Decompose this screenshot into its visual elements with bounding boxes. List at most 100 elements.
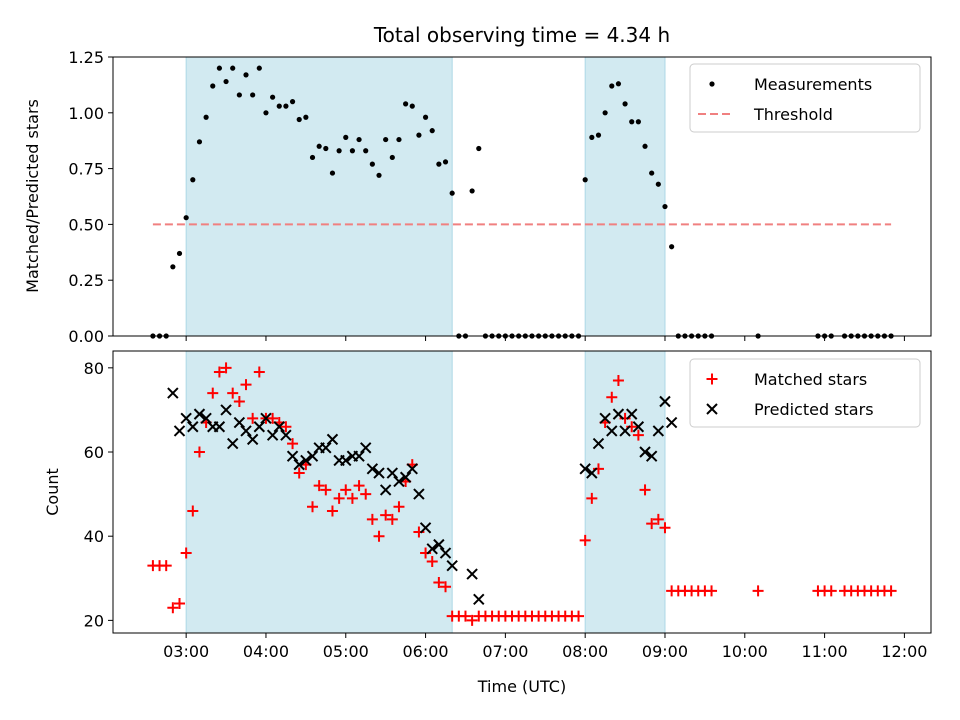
predicted-stars-point <box>187 421 199 433</box>
matched-stars-point <box>360 488 372 500</box>
measurement-point <box>176 250 183 257</box>
measurement-point <box>363 148 369 154</box>
predicted-stars-point <box>260 412 272 425</box>
y-tick-label: 0.50 <box>68 215 104 234</box>
measurement-point <box>289 99 296 105</box>
predicted-stars-point <box>180 412 192 425</box>
measurement-point <box>303 114 309 120</box>
measurement-point <box>669 244 675 250</box>
predicted-stars-point <box>167 387 179 399</box>
measurement-point <box>216 65 223 71</box>
measurement-point <box>662 203 668 210</box>
count-panel: 03:00 04:00 05:00 06:00 07:00 08:00 09:00 10:00… <box>43 350 932 696</box>
predicted-stars-point <box>439 547 452 559</box>
predicted-stars-point <box>645 450 658 462</box>
measurement-point <box>349 148 356 154</box>
y-tick-label: 1.00 <box>68 104 104 123</box>
matched-stars-point <box>180 547 192 559</box>
measurement-point <box>170 264 176 270</box>
matched-stars-point <box>307 501 319 513</box>
matched-stars-point <box>752 585 764 597</box>
count-y-axis-label: Count <box>43 468 62 516</box>
legend-label: Predicted stars <box>754 400 874 419</box>
measurement-point <box>283 103 289 109</box>
matched-stars-point <box>353 480 365 492</box>
predicted-stars-point <box>632 421 645 433</box>
observing-window-1 <box>185 56 453 337</box>
measurement-point <box>276 103 282 109</box>
legend-box <box>689 63 921 133</box>
matched-stars-point <box>632 429 644 441</box>
matched-stars-point <box>326 505 338 517</box>
x-tick-label: 12:00 <box>881 642 927 661</box>
matched-stars-point <box>579 534 591 546</box>
matched-stars-point <box>227 387 239 399</box>
matched-stars-point <box>267 412 279 424</box>
legend-marker-swatch <box>706 403 718 415</box>
measurement-point <box>190 177 196 183</box>
legend-marker-swatch <box>706 373 718 385</box>
predicted-stars-point <box>639 446 651 458</box>
predicted-stars-point <box>353 450 365 462</box>
measurement-point <box>250 92 256 98</box>
y-tick-label: 60 <box>84 443 104 462</box>
legend-marker-swatch <box>709 81 715 87</box>
matched-stars-point <box>586 492 598 504</box>
predicted-stars-point <box>326 433 339 446</box>
measurement-point <box>476 145 482 152</box>
matched-stars-point <box>606 391 618 403</box>
matched-stars-point <box>373 530 385 542</box>
matched-stars-point <box>293 467 305 479</box>
measurement-point <box>442 159 449 165</box>
matched-stars-point <box>612 374 624 386</box>
measurement-point <box>210 83 216 89</box>
ratio-y-axis-label: Matched/Predicted stars <box>23 99 42 293</box>
matched-stars-point <box>885 585 897 597</box>
matched-stars-point <box>340 484 352 496</box>
measurement-point <box>230 65 236 71</box>
y-tick-label: 20 <box>84 611 104 630</box>
measurement-point <box>429 128 435 134</box>
legend-label: Threshold <box>753 105 833 124</box>
measurement-point <box>296 116 302 123</box>
measurement-point <box>243 72 249 78</box>
predicted-stars-point <box>419 522 432 534</box>
predicted-stars-point <box>220 404 232 416</box>
matched-stars-point <box>287 438 299 450</box>
matched-stars-point <box>187 505 199 517</box>
measurement-point <box>383 136 389 143</box>
measurement-point <box>609 83 615 89</box>
legend-label: Matched stars <box>754 370 867 389</box>
predicted-stars-point <box>612 408 625 420</box>
predicted-stars-point <box>360 442 372 454</box>
measurement-point <box>183 215 189 221</box>
matched-stars-point <box>253 366 265 378</box>
measurement-point <box>416 132 422 138</box>
measurement-point <box>396 136 402 143</box>
predicted-stars-point <box>379 484 392 496</box>
measurement-point <box>356 136 362 143</box>
measurement-point <box>602 110 608 116</box>
predicted-stars-point <box>386 467 399 479</box>
legend-label: Measurements <box>754 75 872 94</box>
y-tick-label: 40 <box>84 527 104 546</box>
measurement-point <box>376 172 382 178</box>
measurement-point <box>649 170 655 176</box>
measurement-point <box>595 132 602 138</box>
measurement-point <box>236 92 242 98</box>
matched-stars-point <box>659 522 671 534</box>
measurement-point <box>589 134 595 140</box>
measurement-point <box>622 101 628 107</box>
legend-box <box>689 358 921 428</box>
predicted-stars-point <box>300 454 312 467</box>
x-tick-label: 03:00 <box>163 642 209 661</box>
chart-title: Total observing time = 4.34 h <box>373 23 670 47</box>
predicted-stars-point <box>592 437 605 450</box>
matched-stars-point <box>573 610 585 622</box>
x-tick-label: 07:00 <box>482 642 528 661</box>
matched-stars-point <box>320 484 332 496</box>
matched-stars-point <box>207 387 219 399</box>
measurement-point <box>369 161 375 167</box>
predicted-stars-point <box>619 425 631 437</box>
